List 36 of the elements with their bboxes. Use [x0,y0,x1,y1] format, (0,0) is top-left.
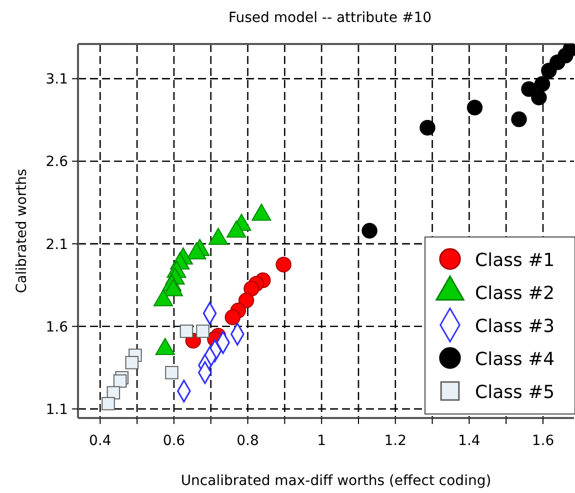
x-tick-label: 1.2 [384,433,407,449]
point [534,76,550,92]
point [180,324,194,338]
point [196,324,210,338]
x-tick-label: 1.4 [458,433,480,449]
legend-label: Class #3 [475,316,555,337]
point [420,120,436,136]
point [125,356,139,370]
x-tick-label: 1 [317,433,326,449]
x-tick-label: 0.4 [89,433,112,449]
y-tick-label: 1.6 [46,319,68,336]
x-tick-label: 0.8 [236,433,259,449]
x-axis-title: Uncalibrated max-diff worths (effect coding) [180,473,492,489]
y-tick-label: 2.1 [46,236,68,253]
y-axis-title: Calibrated worths [14,168,30,294]
point [224,309,240,326]
x-tick-label: 1.6 [532,433,554,449]
point [244,280,260,297]
y-tick-label: 1.1 [46,402,68,418]
point [113,374,127,388]
point [165,366,178,380]
point [102,397,115,410]
legend-label: Class #5 [475,382,555,403]
x-tick-label: 0.6 [162,433,186,449]
point [511,111,527,128]
point [362,222,378,239]
legend-label: Class #4 [475,349,555,370]
point [276,256,292,272]
point [531,90,547,106]
point [466,100,483,116]
point [238,292,254,308]
legend-label: Class #2 [475,283,555,304]
legend-label: Class #1 [475,250,555,271]
y-tick-label: 2.6 [46,154,68,170]
y-tick-label: 3.1 [46,72,68,88]
chart-title: Fused model -- attribute #10 [228,10,432,26]
